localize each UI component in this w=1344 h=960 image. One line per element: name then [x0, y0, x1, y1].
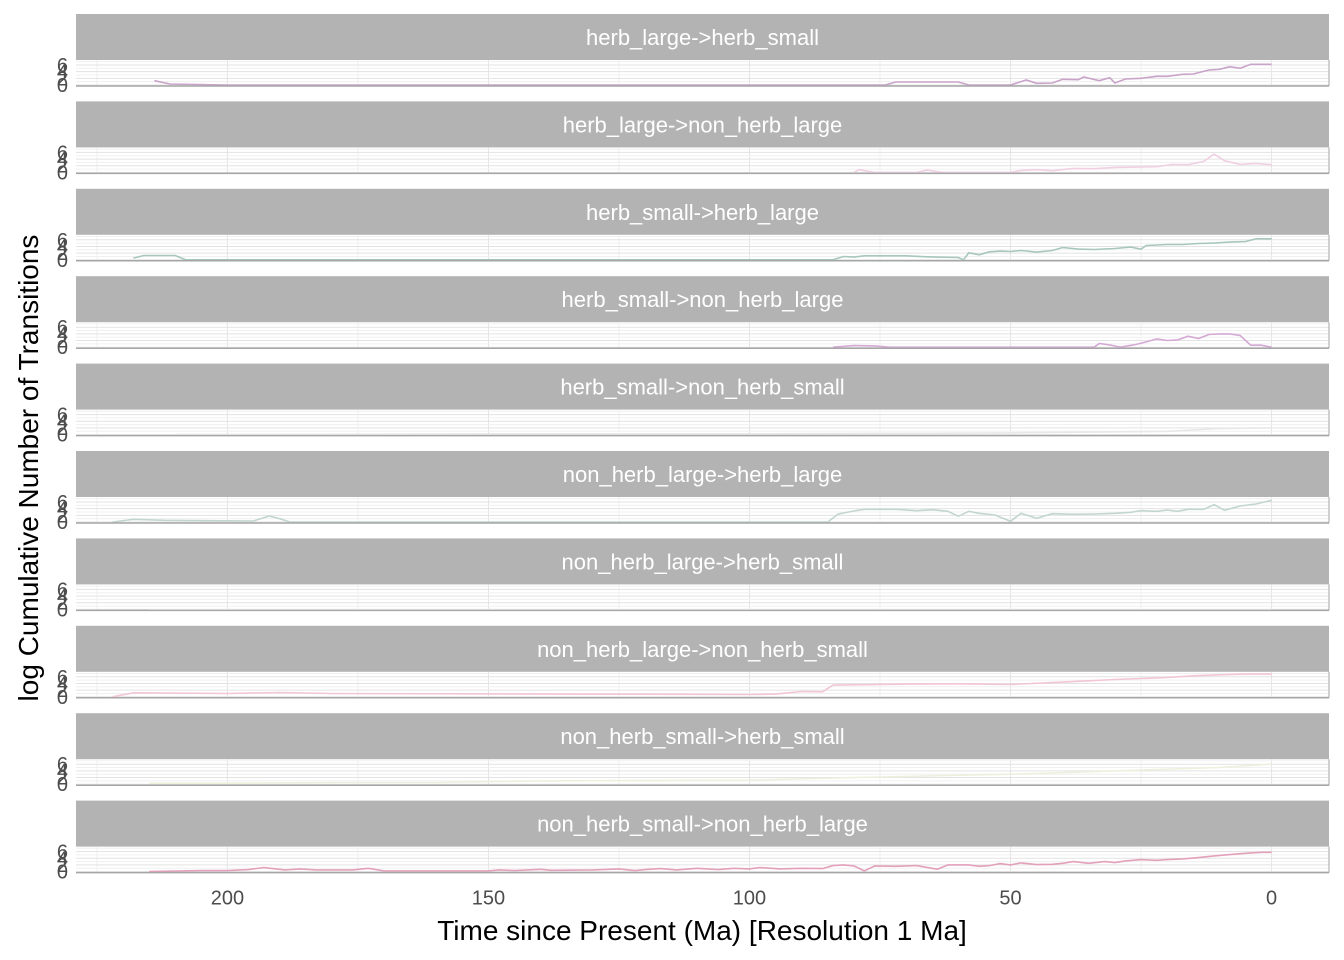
facet-strip-label: herb_small->non_herb_small — [560, 375, 844, 400]
facet-strip-label: non_herb_small->herb_small — [560, 724, 844, 749]
facet-strip-label: non_herb_small->non_herb_large — [537, 812, 868, 837]
x-tick-label: 100 — [733, 888, 766, 910]
x-axis-title: Time since Present (Ma) [Resolution 1 Ma… — [437, 915, 967, 946]
facet-panels: herb_large->herb_small0246herb_large->no… — [57, 14, 1329, 884]
y-tick-label: 6 — [57, 317, 68, 339]
facet-strip-label: non_herb_large->herb_large — [563, 462, 843, 487]
x-tick-label: 150 — [472, 888, 505, 910]
facet-strip-label: herb_large->non_herb_large — [563, 112, 843, 137]
y-tick-label: 6 — [57, 405, 68, 427]
x-tick-label: 50 — [999, 888, 1021, 910]
facet-strip-label: herb_small->herb_large — [586, 200, 819, 225]
y-tick-label: 6 — [57, 492, 68, 514]
series-line — [854, 154, 1272, 172]
facet-strip-label: non_herb_large->non_herb_small — [537, 637, 868, 662]
y-tick-label: 6 — [57, 55, 68, 77]
y-tick-label: 6 — [57, 142, 68, 164]
y-tick-label: 6 — [57, 754, 68, 776]
facet-strip-label: herb_large->herb_small — [586, 25, 819, 50]
x-tick-label: 0 — [1266, 888, 1277, 910]
y-tick-label: 6 — [57, 842, 68, 864]
facet-strip-label: non_herb_large->herb_small — [562, 549, 844, 574]
facet-strip-label: herb_small->non_herb_large — [562, 287, 844, 312]
y-tick-label: 6 — [57, 667, 68, 689]
y-axis-title: log Cumulative Number of Transitions — [13, 235, 44, 702]
y-tick-label: 6 — [57, 579, 68, 601]
x-tick-label: 200 — [211, 888, 244, 910]
y-tick-label: 6 — [57, 230, 68, 252]
x-axis: 200 150 100 50 0 — [211, 888, 1277, 910]
